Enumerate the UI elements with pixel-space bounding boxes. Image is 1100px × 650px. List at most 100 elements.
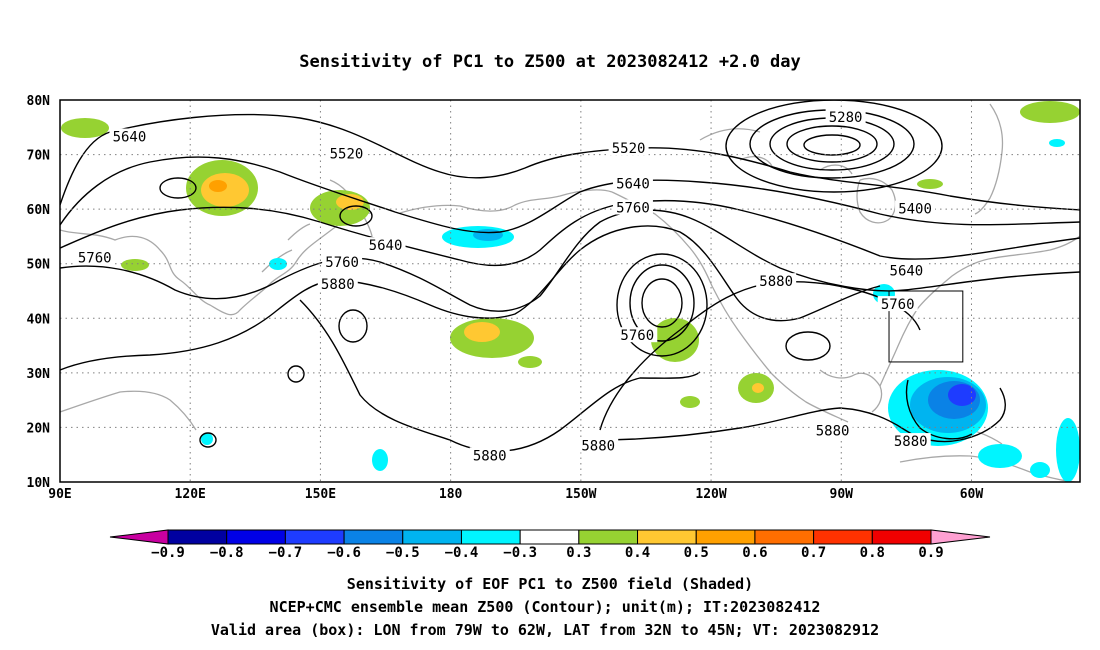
contour-label-bg xyxy=(612,175,653,191)
colorbar-tick-label: −0.4 xyxy=(445,545,479,561)
contour-label: 5640 xyxy=(369,238,403,254)
contour-small-closed xyxy=(287,365,305,383)
contour-label: 5400 xyxy=(898,202,932,218)
contour-label: 5640 xyxy=(890,263,924,279)
contour-label: 5880 xyxy=(321,277,355,293)
contour-label: 5760 xyxy=(78,251,112,267)
contour-label: 5760 xyxy=(881,297,915,313)
coastline-north-america-west xyxy=(611,191,849,423)
shade-cyan xyxy=(372,449,388,471)
shade-cyan xyxy=(1030,462,1050,478)
colorbar-segment xyxy=(578,529,639,545)
contour-small-closed xyxy=(339,205,373,227)
contour-label-bg xyxy=(890,433,931,449)
contour-line xyxy=(60,113,1080,211)
contour-low-ring xyxy=(629,264,695,342)
contour-low-ring xyxy=(616,253,708,357)
contour-label: 5760 xyxy=(325,255,359,271)
contour-label: 5640 xyxy=(113,130,147,146)
shade-green xyxy=(680,396,700,408)
contour-small-closed xyxy=(159,177,197,199)
colorbar-segment xyxy=(871,529,932,545)
colorbar-tick-label: −0.8 xyxy=(210,545,244,561)
colorbar-tick-label: 0.5 xyxy=(684,545,709,561)
contour-low-center xyxy=(641,278,683,328)
contour-label: 5760 xyxy=(616,201,650,217)
contour-label-bg xyxy=(365,237,406,253)
contour-label-bg xyxy=(756,273,797,289)
colorbar-segment xyxy=(637,529,697,545)
contour-label-bg xyxy=(895,200,936,216)
colorbar-tick-label: 0.4 xyxy=(625,545,650,561)
shade-green xyxy=(917,179,943,189)
colorbar-segment xyxy=(226,529,286,545)
contour-label: 5280 xyxy=(829,110,863,126)
colorbar-tick-label: 0.3 xyxy=(566,545,591,561)
lon-label: 60W xyxy=(960,487,984,502)
contour-polar-low xyxy=(786,125,878,163)
shade-green xyxy=(1020,101,1080,123)
contour-label-bg xyxy=(886,262,927,278)
coastline-north-america-east xyxy=(879,235,1080,387)
lon-label: 120W xyxy=(695,487,726,502)
shade-cyan xyxy=(269,258,287,270)
contour-label-bg xyxy=(109,128,150,144)
contour-label-bg xyxy=(877,296,918,312)
lat-label: 30N xyxy=(27,367,51,382)
shade-orange xyxy=(209,180,227,192)
contour-label-bg xyxy=(326,145,367,161)
lat-label: 50N xyxy=(27,258,51,273)
colorbar-tick-label: −0.3 xyxy=(503,545,537,561)
contour-label: 5880 xyxy=(581,438,615,454)
shade-yellow xyxy=(464,322,500,342)
caption: Sensitivity of EOF PC1 to Z500 field (Sh… xyxy=(211,575,879,639)
caption-line-2: NCEP+CMC ensemble mean Z500 (Contour); u… xyxy=(270,598,821,616)
contour-label-bg xyxy=(612,199,653,215)
contour-line xyxy=(905,379,973,440)
colorbar-tick-label: 0.8 xyxy=(860,545,885,561)
colorbar-segment xyxy=(343,529,404,545)
shade-yellow xyxy=(752,383,764,393)
lat-label: 80N xyxy=(27,94,51,109)
colorbar-tick-label: −0.9 xyxy=(151,545,185,561)
contour-label-bg xyxy=(317,275,358,291)
contour-label: 5640 xyxy=(616,176,650,192)
shade-green xyxy=(518,356,542,368)
contour-label-bg xyxy=(825,108,866,124)
lon-label: 150W xyxy=(565,487,596,502)
shade-green xyxy=(61,118,109,138)
shade-cyan xyxy=(1056,418,1080,482)
colorbar-segment xyxy=(460,529,521,545)
contour-label-bg xyxy=(578,437,619,453)
contour-label: 5880 xyxy=(816,424,850,440)
caption-line-3: Valid area (box): LON from 79W to 62W, L… xyxy=(211,621,879,639)
contour-label: 5880 xyxy=(473,448,507,464)
contour-label-bg xyxy=(469,447,510,463)
contour-line xyxy=(594,387,1006,443)
colorbar-segment xyxy=(284,529,345,545)
lon-label: 150E xyxy=(305,487,336,502)
map-area: 5640 5520 5520 5280 5640 5760 5400 5640 5760 5880… xyxy=(27,94,1081,502)
contour-label-bg xyxy=(812,422,853,438)
contour-label-bg xyxy=(322,254,363,270)
contour-small-closed xyxy=(785,331,831,361)
contour-line xyxy=(60,199,1080,267)
shade-blue xyxy=(948,384,976,406)
colorbar-right-arrow xyxy=(930,529,991,545)
colorbar-segment xyxy=(519,529,580,545)
colorbar-tick-label: −0.7 xyxy=(269,545,303,561)
coastline-greenland xyxy=(974,103,1004,215)
lon-label: 90E xyxy=(48,487,71,502)
shade-cyan xyxy=(201,433,213,445)
colorbar-tick-label: 0.7 xyxy=(801,545,826,561)
colorbar-tick-label: 0.6 xyxy=(742,545,767,561)
colorbar-segment xyxy=(813,529,873,545)
lon-label: 120E xyxy=(175,487,206,502)
contour-label: 5760 xyxy=(620,328,654,344)
contour-label-bg xyxy=(74,249,115,265)
contour-polar-low xyxy=(725,100,943,193)
coastline-east-asia xyxy=(60,212,373,316)
contour-line xyxy=(60,209,1080,312)
contour-small-closed xyxy=(199,432,217,448)
